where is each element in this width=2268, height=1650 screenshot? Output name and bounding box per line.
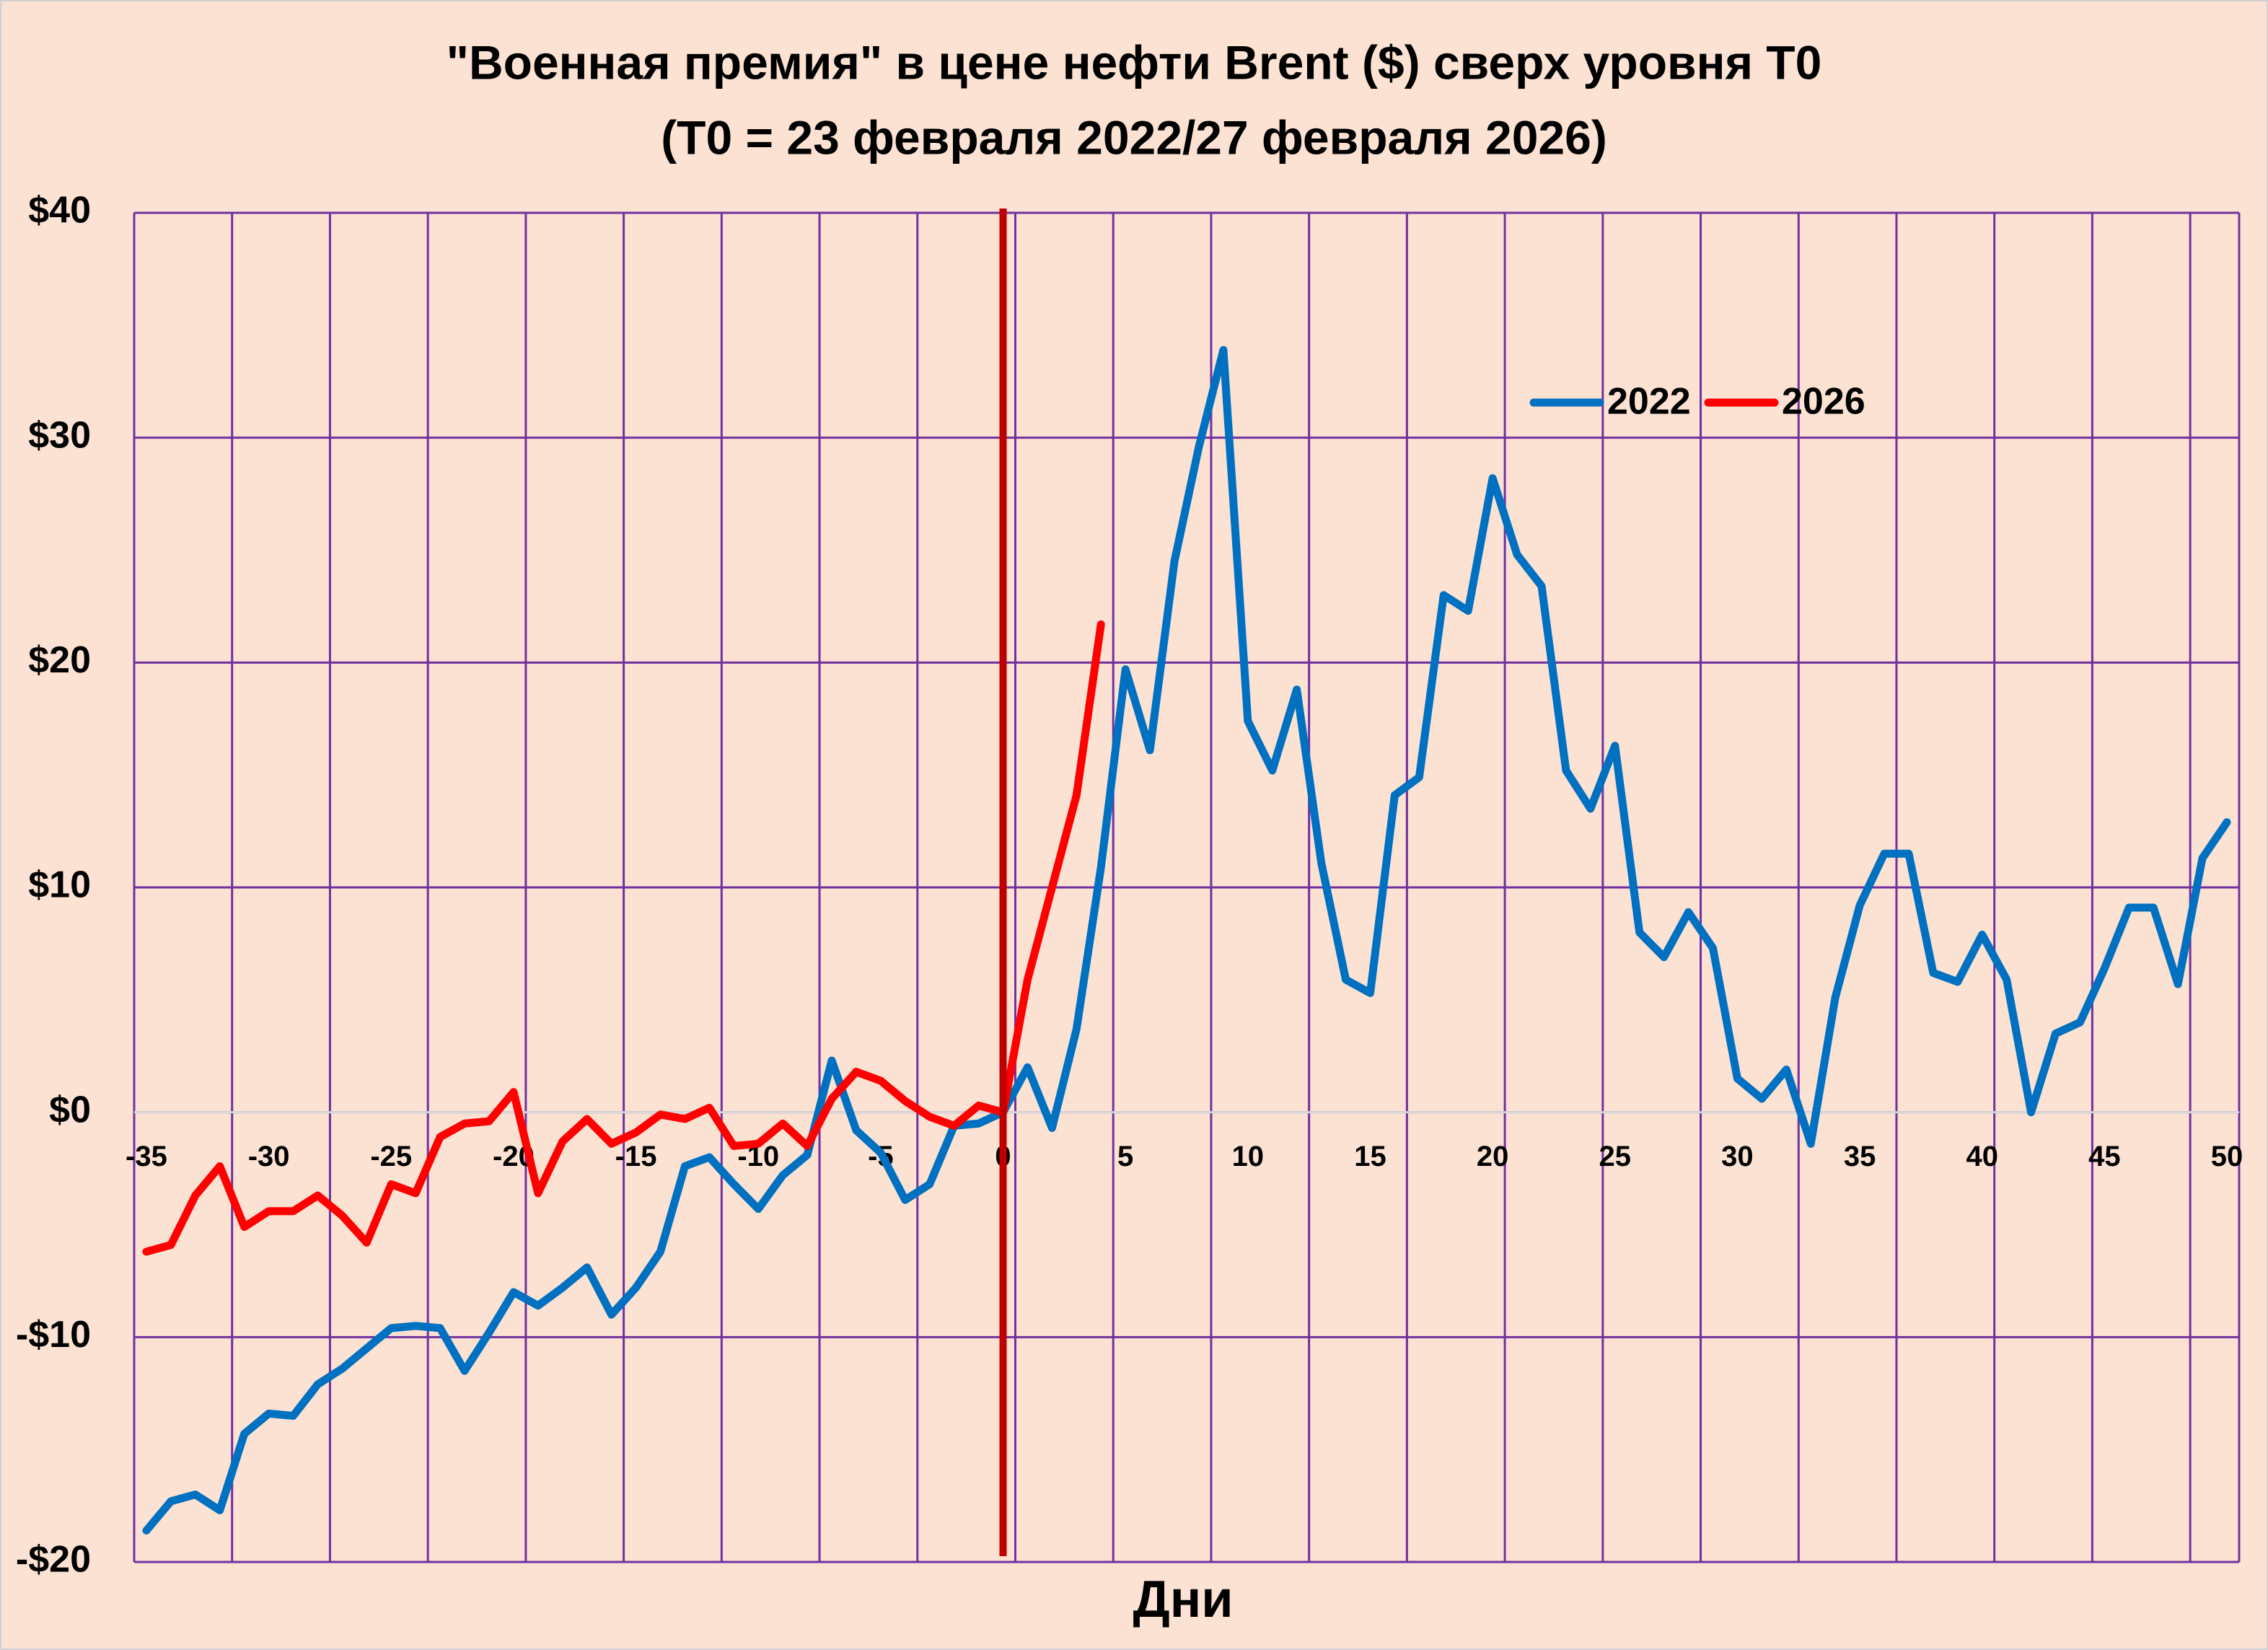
y-tick-label: $0 bbox=[49, 1089, 91, 1131]
x-tick-label: -25 bbox=[370, 1141, 412, 1172]
x-tick-label: 20 bbox=[1477, 1141, 1509, 1172]
x-tick-label: 10 bbox=[1232, 1141, 1265, 1172]
y-tick-label: $40 bbox=[28, 190, 91, 232]
line-series bbox=[142, 346, 2231, 1535]
x-tick-label: 50 bbox=[2211, 1141, 2243, 1172]
y-tick-label: $20 bbox=[28, 639, 91, 681]
x-tick-label: -15 bbox=[615, 1141, 657, 1172]
y-tick-label: -$10 bbox=[16, 1314, 91, 1356]
chart-title: "Военная премия" в цене нефти Brent ($) … bbox=[447, 35, 1822, 89]
x-tick-label: -35 bbox=[126, 1141, 167, 1172]
chart-subtitle: (T0 = 23 февраля 2022/27 февраля 2026) bbox=[661, 110, 1607, 164]
x-tick-label: 15 bbox=[1354, 1141, 1386, 1172]
x-tick-label: 5 bbox=[1117, 1141, 1133, 1172]
y-tick-label: $10 bbox=[28, 864, 91, 906]
x-tick-label: 40 bbox=[1966, 1141, 1998, 1172]
x-tick-label: 30 bbox=[1721, 1141, 1754, 1172]
y-tick-label: $30 bbox=[28, 414, 91, 456]
x-axis-label: Дни bbox=[1133, 1571, 1233, 1628]
x-tick-label: 25 bbox=[1599, 1141, 1632, 1172]
legend-label: 2026 bbox=[1782, 381, 1865, 423]
y-tick-label: -$20 bbox=[16, 1539, 91, 1581]
legend-label: 2022 bbox=[1607, 381, 1691, 423]
x-tick-label: 45 bbox=[2088, 1141, 2121, 1172]
x-tick-label: 35 bbox=[1844, 1141, 1876, 1172]
x-tick-label: -30 bbox=[248, 1141, 290, 1172]
line-series bbox=[142, 620, 1105, 1256]
